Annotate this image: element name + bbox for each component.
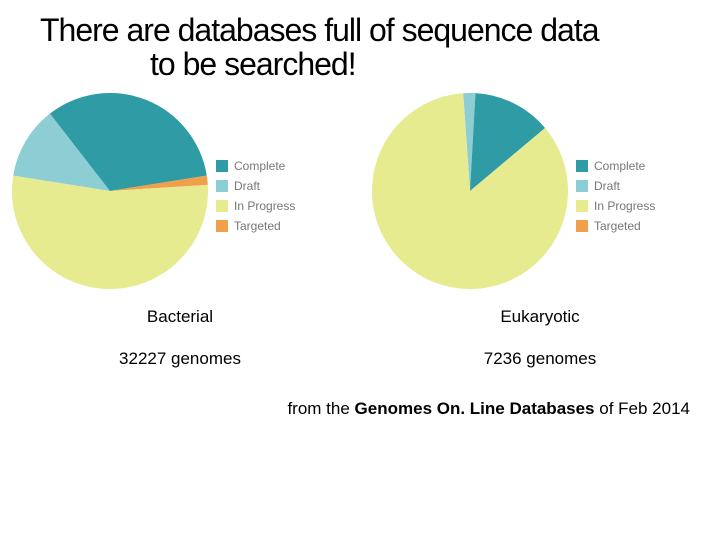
chart-counts: 32227 genomes 7236 genomes [0, 349, 720, 369]
title-line-2: to be searched! [40, 48, 690, 82]
legend-item-draft: Draft [576, 179, 655, 193]
legend-label: Complete [234, 159, 285, 173]
legend-label: Targeted [594, 219, 641, 233]
label-eukaryotic: Eukaryotic [390, 307, 690, 327]
footer-bold: Genomes On. Line Databases [355, 399, 600, 418]
legend-swatch [576, 200, 588, 212]
legend-item-targeted: Targeted [216, 219, 295, 233]
legend-swatch [216, 180, 228, 192]
legend-bacterial: Complete Draft In Progress Targeted [216, 153, 295, 239]
legend-label: In Progress [234, 199, 295, 213]
legend-item-complete: Complete [576, 159, 655, 173]
legend-swatch [216, 160, 228, 172]
legend-swatch [576, 160, 588, 172]
legend-swatch [216, 200, 228, 212]
legend-item-in-progress: In Progress [216, 199, 295, 213]
legend-item-complete: Complete [216, 159, 295, 173]
legend-swatch [576, 180, 588, 192]
legend-eukaryotic: Complete Draft In Progress Targeted [576, 153, 655, 239]
legend-label: Targeted [234, 219, 281, 233]
charts-row: Complete Draft In Progress Targeted Complet… [0, 91, 720, 301]
count-eukaryotic: 7236 genomes [390, 349, 690, 369]
footer-prefix: from the [287, 399, 354, 418]
pie-chart-bacterial [10, 91, 210, 301]
chart-block-right: Complete Draft In Progress Targeted [370, 91, 710, 301]
legend-swatch [216, 220, 228, 232]
chart-labels: Bacterial Eukaryotic [0, 307, 720, 327]
slide-title: There are databases full of sequence dat… [0, 0, 720, 81]
legend-item-in-progress: In Progress [576, 199, 655, 213]
title-line-1: There are databases full of sequence dat… [40, 12, 599, 48]
pie-slice-in-progress [12, 176, 208, 289]
count-bacterial: 32227 genomes [30, 349, 330, 369]
legend-swatch [576, 220, 588, 232]
legend-item-draft: Draft [216, 179, 295, 193]
label-bacterial: Bacterial [30, 307, 330, 327]
legend-label: Draft [594, 179, 620, 193]
legend-item-targeted: Targeted [576, 219, 655, 233]
footer-suffix: of Feb 2014 [599, 399, 690, 418]
legend-label: Draft [234, 179, 260, 193]
pie-chart-eukaryotic [370, 91, 570, 301]
legend-label: In Progress [594, 199, 655, 213]
footer-citation: from the Genomes On. Line Databases of F… [0, 369, 720, 419]
legend-label: Complete [594, 159, 645, 173]
chart-block-left: Complete Draft In Progress Targeted [10, 91, 350, 301]
